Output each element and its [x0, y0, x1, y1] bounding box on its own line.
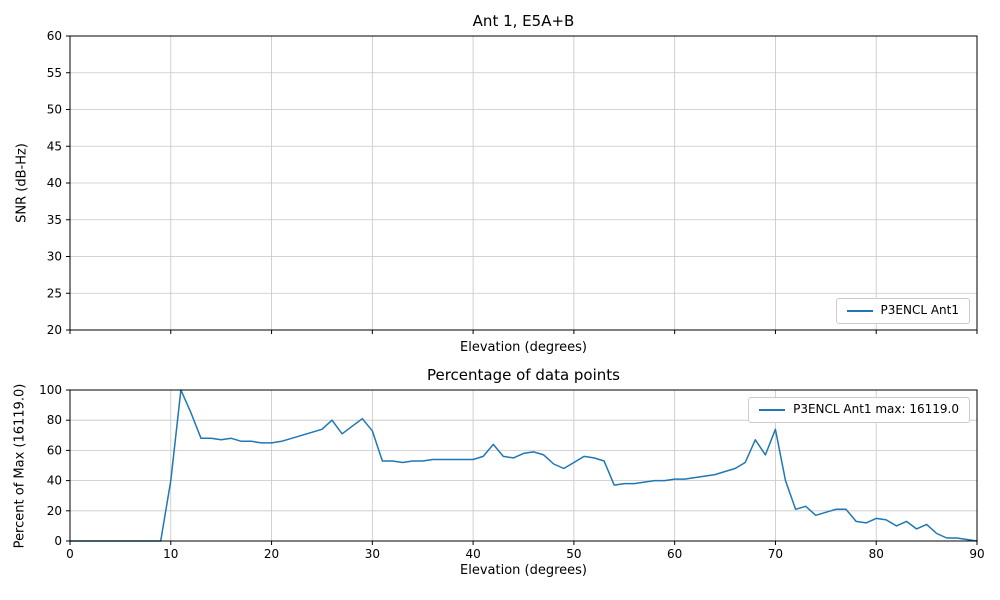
- pct-chart-y-axis-label: Percent of Max (16119.0): [12, 383, 28, 549]
- y-tick-label: 30: [47, 250, 62, 264]
- x-tick-label: 40: [465, 547, 480, 561]
- y-tick-label: 45: [47, 139, 62, 153]
- legend-line-sample-icon: [846, 309, 873, 312]
- x-tick-label: 10: [163, 547, 178, 561]
- x-tick-label: 70: [768, 547, 783, 561]
- x-tick-label: 0: [66, 547, 74, 561]
- snr-chart-legend: P3ENCL Ant1: [835, 298, 970, 324]
- x-tick-label: 50: [566, 547, 581, 561]
- y-tick-label: 40: [47, 474, 62, 488]
- y-tick-label: 25: [47, 286, 62, 300]
- axes-frame: [69, 389, 978, 542]
- y-tick-label: 100: [39, 383, 62, 397]
- y-tick-label: 20: [47, 504, 62, 518]
- snr-chart-x-axis-label: Elevation (degrees): [460, 340, 587, 355]
- x-tick-label: 90: [969, 547, 984, 561]
- y-tick-label: 55: [47, 66, 62, 80]
- y-tick-label: 80: [47, 413, 62, 427]
- pct-chart-legend: P3ENCL Ant1 max: 16119.0: [748, 397, 970, 423]
- snr-legend-label: P3ENCL Ant1: [880, 303, 959, 317]
- x-tick-label: 20: [264, 547, 279, 561]
- y-tick-label: 50: [47, 103, 62, 117]
- y-tick-label: 35: [47, 213, 62, 227]
- legend-line-sample-icon: [759, 408, 786, 411]
- y-tick-label: 40: [47, 176, 62, 190]
- snr-chart-y-axis-label: SNR (dB-Hz): [14, 143, 30, 223]
- chart-1: 0 10 20 30 40 50 60 70 80 90 0 20 40 60 80 100: [39, 383, 985, 561]
- x-tick-label: 80: [869, 547, 884, 561]
- y-tick-label: 60: [47, 443, 62, 457]
- pct-chart-title: Percentage of data points: [426, 366, 620, 384]
- pct-legend-label: P3ENCL Ant1 max: 16119.0: [793, 402, 959, 416]
- y-tick-label: 60: [47, 29, 62, 43]
- y-tick-label: 0: [54, 534, 62, 548]
- x-tick-label: 60: [667, 547, 682, 561]
- chart-0: 20 25 30 35 40 45 50 55 60: [47, 29, 978, 337]
- pct-chart-x-axis-label: Elevation (degrees): [460, 563, 587, 578]
- y-tick-label: 20: [47, 323, 62, 337]
- series-line: [69, 389, 978, 542]
- x-tick-label: 30: [365, 547, 380, 561]
- snr-chart-title: Ant 1, E5A+B: [472, 12, 575, 30]
